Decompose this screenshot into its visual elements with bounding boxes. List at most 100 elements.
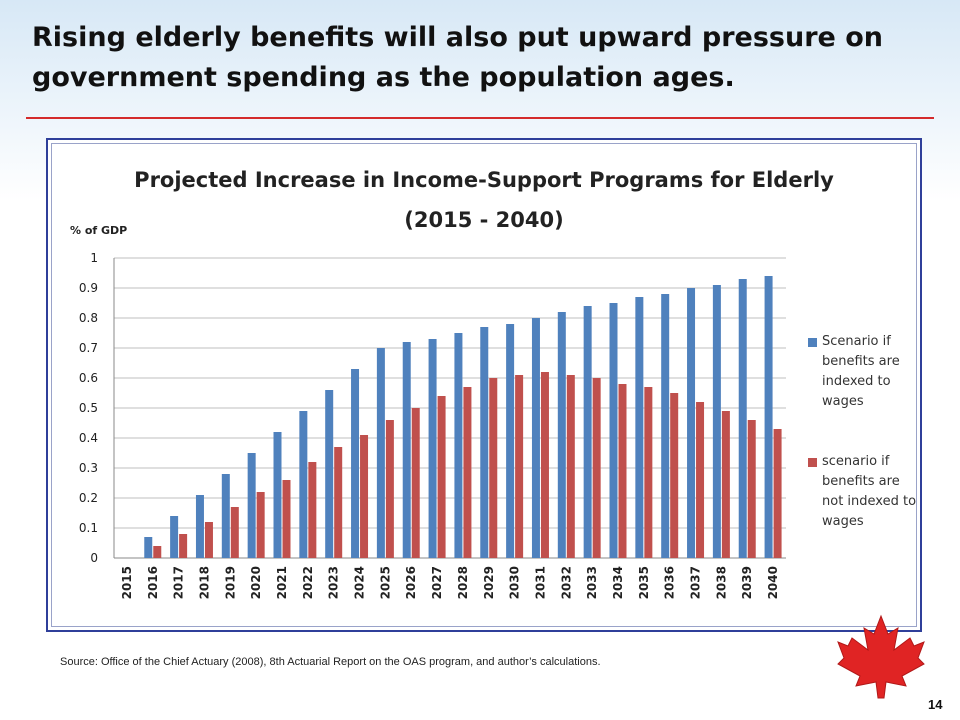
y-tick-label: 0.4 [79, 431, 98, 445]
x-tick-label: 2037 [689, 566, 703, 599]
bar-series-1-2034 [609, 303, 618, 558]
x-tick-label: 2040 [766, 566, 780, 599]
x-tick-label: 2021 [275, 566, 289, 599]
bar-series-1-2019 [221, 474, 230, 558]
bar-series-2-2017 [179, 534, 188, 558]
bar-series-2-2019 [230, 507, 239, 558]
x-tick-label: 2029 [482, 566, 496, 599]
x-tick-label: 2019 [223, 566, 237, 599]
title-divider [26, 117, 934, 119]
bar-series-1-2017 [170, 516, 179, 558]
bar-series-2-2027 [437, 396, 446, 558]
chart-frame: Projected Increase in Income-Support Pro… [46, 138, 922, 632]
bar-series-2-2035 [644, 387, 653, 558]
y-tick-label: 0.9 [79, 281, 98, 295]
y-tick-label: 0.6 [79, 371, 98, 385]
bar-series-1-2020 [247, 453, 256, 558]
slide-title: Rising elderly benefits will also put up… [32, 18, 932, 98]
x-tick-label: 2038 [714, 566, 728, 599]
y-tick-label: 0.8 [79, 311, 98, 325]
bar-series-2-2037 [696, 402, 705, 558]
bar-series-1-2025 [376, 348, 385, 558]
bar-series-1-2040 [764, 276, 773, 558]
chart-title: Projected Increase in Income-Support Pro… [134, 168, 834, 192]
bar-series-2-2018 [204, 522, 213, 558]
bar-series-1-2021 [273, 432, 282, 558]
y-tick-label: 0.2 [79, 491, 98, 505]
x-tick-label: 2015 [120, 566, 134, 599]
x-tick-label: 2035 [637, 566, 651, 599]
bar-series-2-2033 [592, 378, 601, 558]
bar-series-2-2030 [515, 375, 524, 558]
y-tick-label: 0 [90, 551, 98, 565]
bar-series-1-2031 [531, 318, 540, 558]
chart-area: Projected Increase in Income-Support Pro… [51, 143, 917, 627]
x-tick-label: 2028 [456, 566, 470, 599]
chart-subtitle: (2015 - 2040) [404, 208, 564, 232]
bar-series-1-2029 [480, 327, 489, 558]
x-tick-label: 2022 [301, 566, 315, 599]
x-tick-label: 2034 [611, 566, 625, 599]
bar-series-2-2016 [153, 546, 162, 558]
x-tick-label: 2032 [559, 566, 573, 599]
x-tick-label: 2036 [663, 566, 677, 599]
bar-series-1-2022 [299, 411, 308, 558]
x-tick-label: 2030 [508, 566, 522, 599]
bar-series-2-2031 [540, 372, 549, 558]
bar-series-1-2030 [506, 324, 515, 558]
y-axis-label: % of GDP [70, 224, 128, 237]
x-tick-label: 2020 [249, 566, 263, 599]
x-tick-label: 2026 [404, 566, 418, 599]
x-tick-label: 2018 [197, 566, 211, 599]
x-tick-label: 2023 [327, 566, 341, 599]
x-tick-label: 2016 [146, 566, 160, 599]
bar-chart-plot: 0 0.1 0.2 0.3 0.4 0.5 0.6 0.7 0.8 0.9 1 2015 2016 201… [79, 251, 786, 599]
bar-series-2-2024 [360, 435, 369, 558]
bar-series-1-2023 [325, 390, 334, 558]
bar-series-1-2024 [351, 369, 360, 558]
bar-series-1-2033 [583, 306, 592, 558]
bar-series-1-2035 [635, 297, 644, 558]
legend-label-series-2: scenario if benefits are not indexed to … [822, 454, 917, 529]
bar-series-2-2039 [747, 420, 756, 558]
x-tick-label: 2025 [378, 566, 392, 599]
bar-series-2-2032 [566, 375, 575, 558]
x-tick-label: 2017 [172, 566, 186, 599]
bar-series-1-2038 [712, 285, 721, 558]
x-tick-label: 2031 [533, 566, 547, 599]
bar-series-1-2032 [557, 312, 566, 558]
bar-series-2-2038 [721, 411, 730, 558]
bar-series-2-2025 [385, 420, 394, 558]
bar-series-2-2036 [670, 393, 679, 558]
source-note: Source: Office of the Chief Actuary (200… [60, 656, 601, 668]
y-tick-label: 0.1 [79, 521, 98, 535]
bar-series-2-2022 [308, 462, 317, 558]
bar-series-1-2027 [428, 339, 437, 558]
bar-series-1-2028 [454, 333, 463, 558]
bar-series-1-2026 [402, 342, 411, 558]
y-tick-label: 1 [90, 251, 98, 265]
bar-series-2-2026 [411, 408, 420, 558]
bar-series-1-2039 [738, 279, 747, 558]
bar-series-2-2021 [282, 480, 291, 558]
bar-series-2-2034 [618, 384, 627, 558]
legend-label-series-1: Scenario if benefits are indexed to wage… [822, 334, 900, 409]
x-tick-label: 2024 [353, 566, 367, 599]
x-tick-label: 2039 [740, 566, 754, 599]
bar-series-1-2016 [144, 537, 153, 558]
bar-series-1-2018 [195, 495, 204, 558]
bar-series-2-2020 [256, 492, 265, 558]
maple-leaf-icon [837, 614, 925, 699]
slide-title-line-2: government spending as the population ag… [32, 62, 735, 93]
bar-series-2-2029 [489, 378, 498, 558]
y-tick-label: 0.7 [79, 341, 98, 355]
legend-swatch-series-1 [808, 338, 817, 347]
y-tick-label: 0.3 [79, 461, 98, 475]
slide-title-line-1: Rising elderly benefits will also put up… [32, 22, 883, 53]
legend-swatch-series-2 [808, 458, 817, 467]
x-tick-label: 2027 [430, 566, 444, 599]
bar-series-2-2040 [773, 429, 782, 558]
bar-series-2-2028 [463, 387, 472, 558]
y-tick-label: 0.5 [79, 401, 98, 415]
bar-series-1-2037 [687, 288, 696, 558]
